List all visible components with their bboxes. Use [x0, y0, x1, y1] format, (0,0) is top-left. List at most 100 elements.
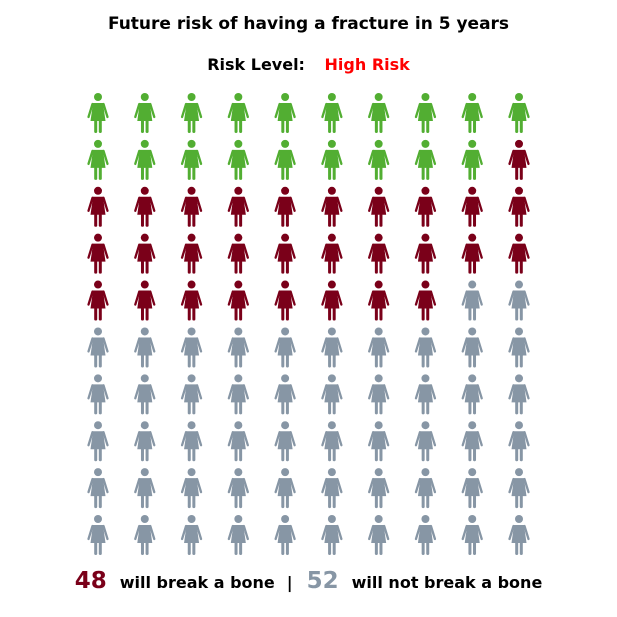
woman-figure-icon [321, 186, 343, 227]
woman-figure-icon [87, 186, 109, 227]
woman-figure-icon [321, 374, 343, 415]
woman-figure-icon [87, 280, 109, 321]
woman-figure-icon [368, 280, 390, 321]
woman-figure-icon [461, 515, 483, 555]
woman-figure-icon [321, 468, 343, 509]
woman-figure-icon [87, 515, 109, 555]
woman-figure-icon [368, 139, 390, 180]
woman-figure-icon [461, 468, 483, 509]
woman-figure-icon [321, 93, 343, 133]
woman-figure-icon [414, 515, 437, 555]
woman-figure-icon [227, 139, 249, 180]
woman-figure-icon [461, 233, 483, 274]
break-text: will break a bone [119, 573, 275, 592]
woman-figure-icon [87, 139, 109, 180]
woman-figure-icon [180, 139, 203, 180]
woman-figure-icon [321, 233, 343, 274]
woman-figure-icon [87, 93, 109, 133]
woman-figure-icon [227, 186, 249, 227]
woman-figure-icon [461, 327, 483, 368]
woman-figure-icon [134, 421, 156, 462]
break-count: 48 [74, 568, 107, 594]
woman-figure-icon [414, 139, 437, 180]
woman-figure-icon [414, 233, 437, 274]
woman-figure-icon [180, 327, 203, 368]
woman-figure-icon [414, 374, 437, 415]
woman-figure-icon [274, 515, 296, 555]
woman-figure-icon [274, 374, 296, 415]
woman-figure-icon [321, 327, 343, 368]
woman-figure-icon [87, 421, 109, 462]
woman-figure-icon [227, 93, 249, 133]
woman-figure-icon [227, 374, 249, 415]
woman-figure-icon [274, 280, 296, 321]
woman-figure-icon [180, 93, 203, 133]
woman-figure-icon [274, 93, 296, 133]
woman-figure-icon [508, 327, 530, 368]
woman-figure-icon [368, 233, 390, 274]
woman-figure-icon [180, 280, 203, 321]
woman-figure-icon [134, 468, 156, 509]
no-break-text: will not break a bone [351, 573, 543, 592]
woman-figure-icon [87, 233, 109, 274]
woman-figure-icon [461, 280, 483, 321]
woman-figure-icon [227, 280, 249, 321]
summary-separator: | [286, 573, 293, 592]
woman-figure-icon [180, 421, 203, 462]
woman-figure-icon [227, 515, 249, 555]
woman-figure-icon [508, 139, 530, 180]
woman-figure-icon [227, 468, 249, 509]
woman-figure-icon [321, 139, 343, 180]
woman-figure-icon [134, 374, 156, 415]
woman-figure-icon [227, 327, 249, 368]
risk-level-label: Risk Level: [207, 55, 305, 74]
woman-figure-icon [134, 93, 156, 133]
woman-figure-icon [134, 139, 156, 180]
woman-figure-icon [321, 421, 343, 462]
woman-figure-icon [508, 93, 530, 133]
woman-figure-icon [180, 186, 203, 227]
woman-figure-icon [368, 468, 390, 509]
woman-figure-icon [274, 327, 296, 368]
woman-figure-icon [180, 233, 203, 274]
woman-figure-icon [414, 421, 437, 462]
woman-figure-icon [461, 139, 483, 180]
woman-figure-icon [134, 327, 156, 368]
pictogram-icons [87, 93, 530, 555]
woman-figure-icon [368, 327, 390, 368]
risk-level-row: Risk Level: High Risk [0, 55, 617, 74]
woman-figure-icon [414, 93, 437, 133]
woman-figure-icon [274, 186, 296, 227]
risk-level-value: High Risk [324, 55, 410, 74]
woman-figure-icon [414, 280, 437, 321]
woman-figure-icon [461, 421, 483, 462]
woman-figure-icon [508, 374, 530, 415]
woman-figure-icon [461, 93, 483, 133]
summary-footer: 48 will break a bone | 52 will not break… [0, 568, 617, 594]
woman-figure-icon [227, 421, 249, 462]
woman-figure-icon [87, 327, 109, 368]
woman-figure-icon [321, 280, 343, 321]
woman-figure-icon [180, 374, 203, 415]
woman-figure-icon [508, 233, 530, 274]
woman-figure-icon [461, 186, 483, 227]
woman-figure-icon [134, 280, 156, 321]
woman-figure-icon [274, 233, 296, 274]
woman-figure-icon [134, 186, 156, 227]
woman-figure-icon [368, 186, 390, 227]
woman-figure-icon [321, 515, 343, 555]
woman-figure-icon [368, 421, 390, 462]
woman-figure-icon [227, 233, 249, 274]
woman-figure-icon [87, 374, 109, 415]
woman-figure-icon [180, 468, 203, 509]
woman-figure-icon [180, 515, 203, 555]
woman-figure-icon [461, 374, 483, 415]
chart-title: Future risk of having a fracture in 5 ye… [107, 14, 510, 34]
woman-figure-icon [508, 186, 530, 227]
woman-figure-icon [414, 327, 437, 368]
woman-figure-icon [368, 93, 390, 133]
no-break-count: 52 [306, 568, 339, 594]
woman-figure-icon [508, 515, 530, 555]
woman-figure-icon [508, 421, 530, 462]
woman-figure-icon [274, 421, 296, 462]
